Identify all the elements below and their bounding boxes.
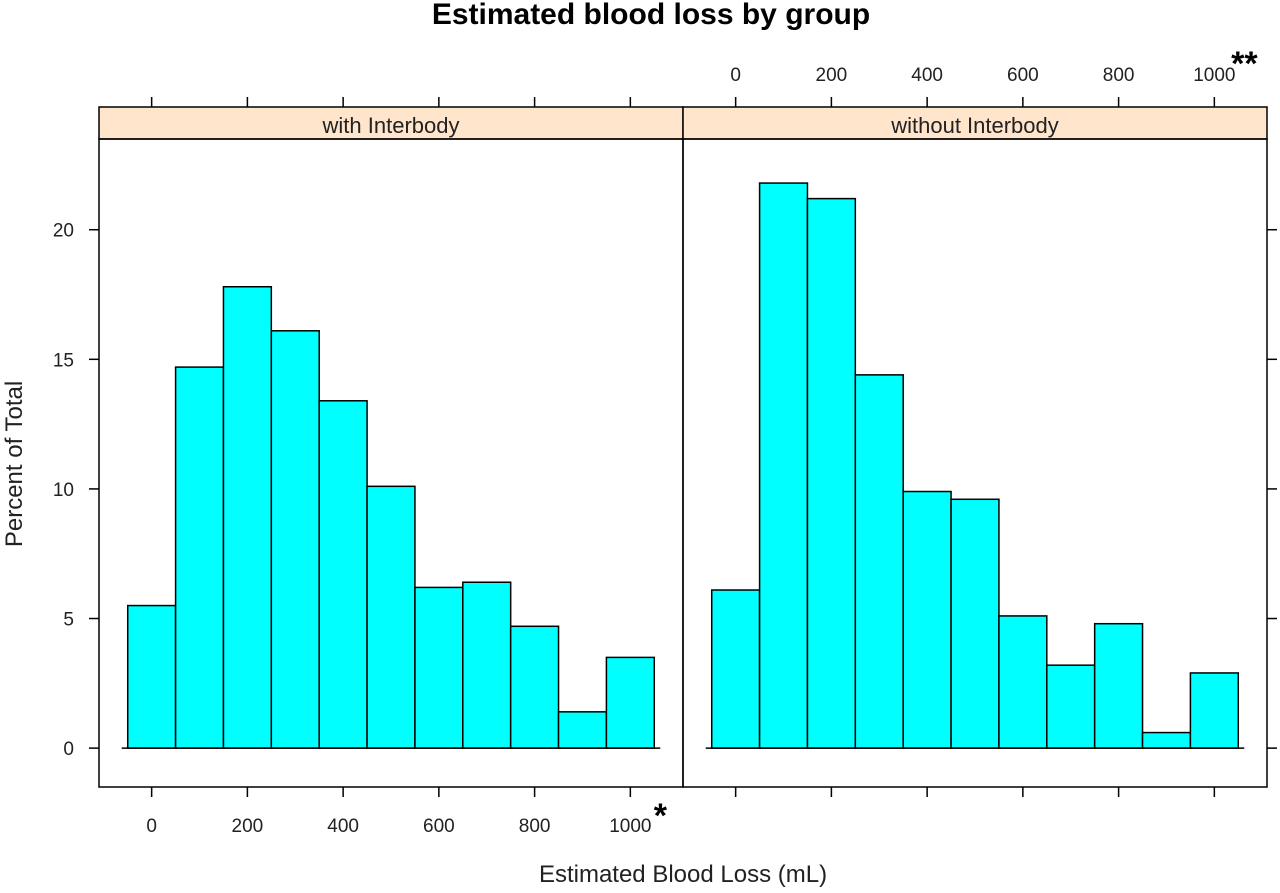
x-tick-label: 200 <box>816 65 848 86</box>
panel-strip <box>98 106 684 140</box>
histogram-bar <box>806 197 857 749</box>
panel-strip-label: without Interbody <box>890 113 1059 138</box>
y-tick-label: 10 <box>53 480 74 501</box>
x-tick-label: 400 <box>911 65 943 86</box>
histogram-bar <box>854 374 904 749</box>
histogram-bar <box>1141 731 1192 749</box>
histogram-bar <box>710 589 761 749</box>
significance-annotation: ** <box>1231 45 1258 83</box>
histogram-bar <box>126 604 177 749</box>
x-tick-label: 200 <box>232 816 264 837</box>
y-axis-label: Percent of Total <box>1 381 28 547</box>
y-tick-label: 20 <box>53 221 74 242</box>
histogram-bar <box>509 625 560 749</box>
x-axis-label: Estimated Blood Loss (mL) <box>539 861 827 888</box>
histogram-bar <box>414 586 464 749</box>
panel-frame <box>682 138 1268 788</box>
histogram-bar <box>758 182 809 749</box>
y-tick-label: 5 <box>63 610 74 631</box>
histogram-bar <box>950 498 1000 749</box>
y-tick-label: 15 <box>53 350 74 371</box>
panel-1: with Interbody 0 200 400 600 800 1000 * <box>98 97 684 837</box>
histogram-bar <box>605 656 656 749</box>
x-tick-label: 600 <box>1007 65 1039 86</box>
panel-strip-label: with Interbody <box>322 113 460 138</box>
histogram-bar <box>318 400 368 749</box>
x-tick-label: 400 <box>327 816 359 837</box>
histogram-bar <box>1189 672 1240 749</box>
y-tick-label: 0 <box>63 739 74 760</box>
histogram-bar <box>902 490 952 749</box>
x-tick-label: 800 <box>519 816 551 837</box>
x-tick-label: 0 <box>730 65 741 86</box>
x-tick-label: 600 <box>423 816 455 837</box>
histogram-bar <box>222 285 273 749</box>
x-tick-label: 800 <box>1103 65 1135 86</box>
x-tick-label: 1000 <box>1193 65 1235 86</box>
panel-2: without Interbody 0 200 400 600 800 1000** <box>682 45 1268 797</box>
chart-title: Estimated blood loss by group <box>432 0 870 31</box>
significance-annotation: * <box>654 797 668 835</box>
x-tick-label: 0 <box>146 816 157 837</box>
histogram-bar <box>366 485 416 749</box>
histogram-bar <box>557 711 608 749</box>
histogram-bar <box>998 615 1048 749</box>
histogram-bar <box>1046 664 1096 749</box>
histogram-bar <box>270 330 320 749</box>
histogram-bar <box>174 366 225 749</box>
histogram-bar <box>462 581 512 749</box>
histogram-bar <box>1093 622 1144 749</box>
x-tick-label: 1000 <box>609 816 651 837</box>
